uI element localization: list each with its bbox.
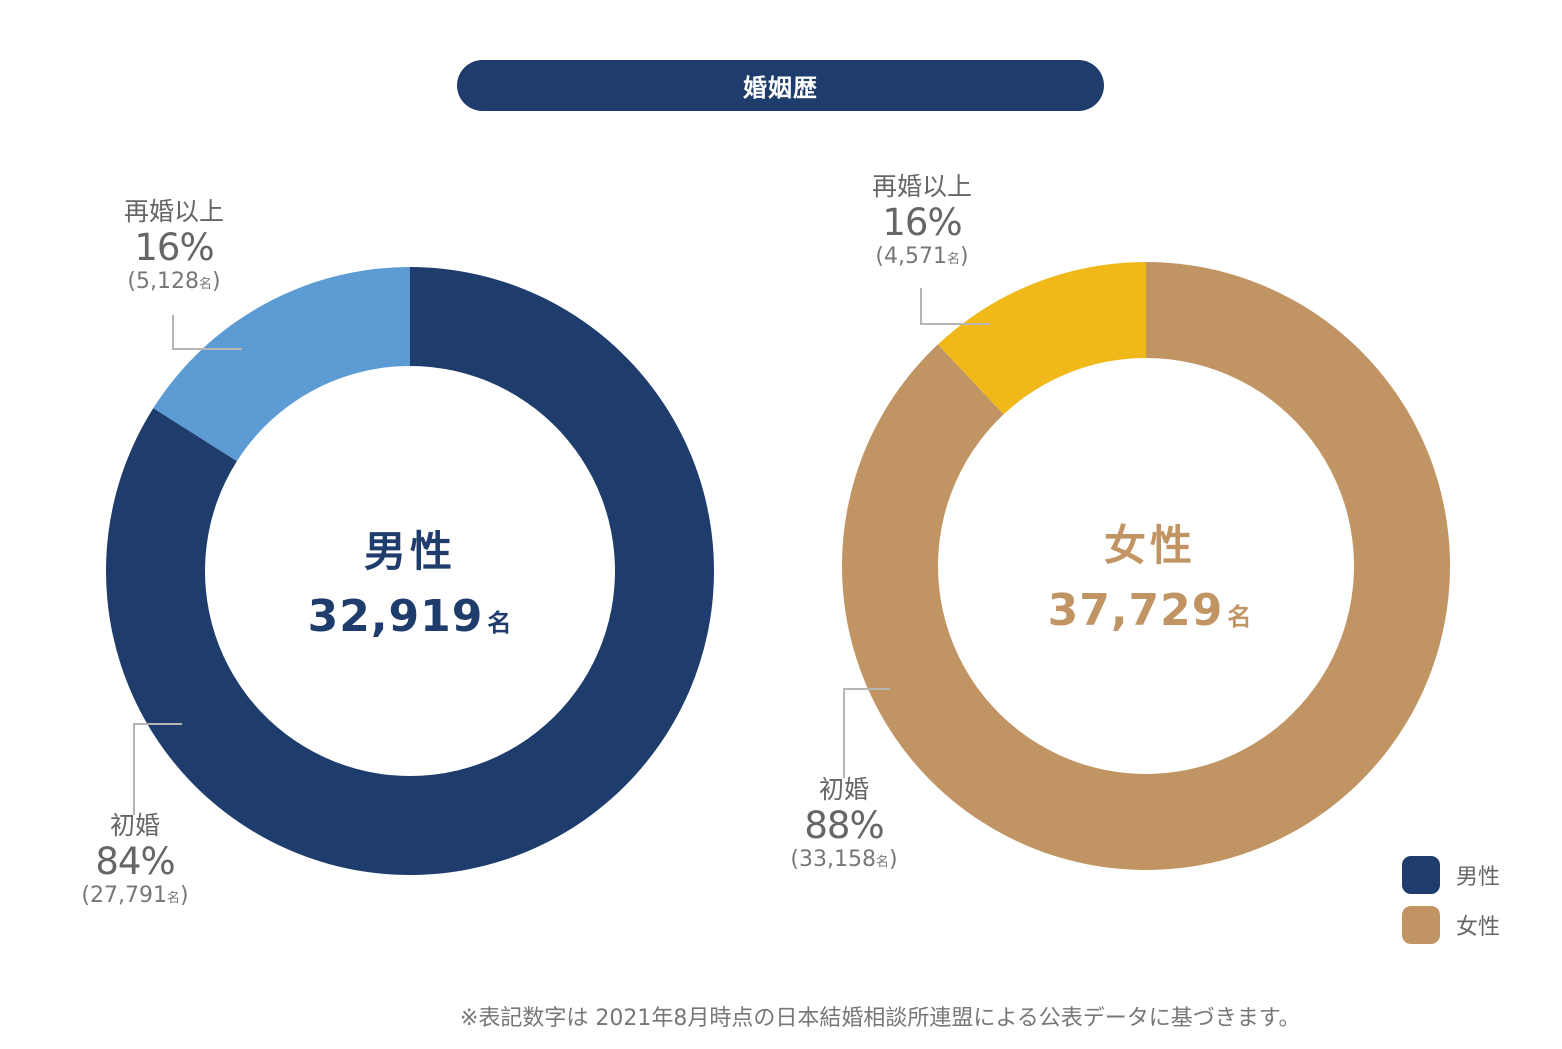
footnote: ※表記数字は 2021年8月時点の日本結婚相談所連盟による公表データに基づきます…	[460, 1006, 1301, 1031]
label-male-first: 初婚 84% (27,791名)	[50, 811, 220, 909]
legend-label: 男性	[1456, 865, 1501, 890]
legend-swatch	[1402, 906, 1440, 944]
slice-label: 再婚以上	[871, 172, 972, 201]
label-male-remarried: 再婚以上 16% (5,128名)	[94, 197, 254, 295]
chart-title: 婚姻歴	[457, 60, 1104, 111]
donut-female	[842, 262, 1451, 870]
slice-count: (5,128名)	[127, 269, 221, 295]
slice-percent: 88%	[804, 803, 884, 847]
center-total: 37,729 名	[1047, 585, 1253, 636]
label-female-first: 初婚 88% (33,158名)	[759, 775, 929, 873]
leader-line-female-remarried	[920, 288, 990, 325]
legend-swatch	[1402, 856, 1440, 894]
center-group-label: 男性	[363, 527, 456, 576]
donut-male	[105, 267, 715, 875]
center-group-label: 女性	[1103, 521, 1196, 570]
leader-line-male-remarried	[172, 315, 242, 350]
legend-item-male: 男性	[1402, 850, 1500, 900]
center-female: 女性 37,729 名	[1000, 512, 1300, 636]
legend-item-female: 女性	[1402, 900, 1500, 950]
legend: 男性 女性	[1402, 850, 1500, 950]
leader-line-male-first	[133, 723, 182, 815]
donut-slice-remarried	[153, 267, 410, 462]
donut-slice-first-marriage	[842, 262, 1451, 870]
donut-slice-first-marriage	[105, 267, 715, 875]
slice-count: (27,791名)	[81, 883, 189, 909]
slice-count: (4,571名)	[875, 244, 969, 270]
slice-percent: 16%	[882, 200, 962, 244]
slice-percent: 16%	[134, 225, 214, 269]
donut-slice-remarried	[937, 262, 1146, 415]
slice-label: 再婚以上	[123, 197, 224, 226]
center-total: 32,919 名	[307, 591, 513, 642]
leader-line-female-first	[843, 688, 890, 778]
slice-label: 初婚	[109, 811, 160, 840]
slice-count: (33,158名)	[790, 847, 898, 873]
slice-percent: 84%	[95, 839, 175, 883]
legend-label: 女性	[1456, 915, 1501, 940]
slice-label: 初婚	[818, 775, 869, 804]
center-male: 男性 32,919 名	[260, 518, 560, 642]
label-female-remarried: 再婚以上 16% (4,571名)	[842, 172, 1002, 270]
